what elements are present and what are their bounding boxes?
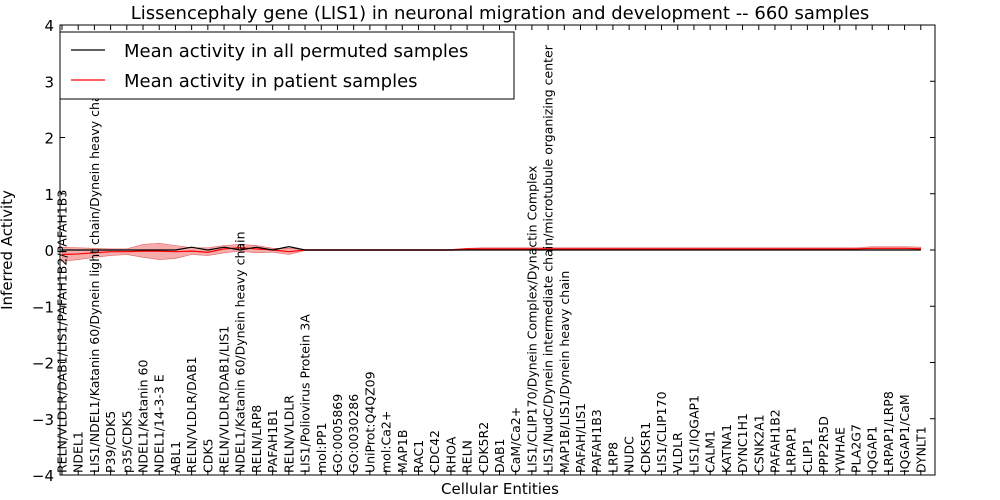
x-tick-label: LRPAP1/LRP8 bbox=[881, 391, 896, 473]
x-tick-label: CALM1 bbox=[703, 430, 718, 473]
x-tick-label: GO:0030286 bbox=[346, 394, 361, 473]
x-tick-label: NDEL1/14-3-3 E bbox=[152, 374, 167, 473]
y-tick-label: −3 bbox=[32, 411, 54, 429]
x-tick-label: GO:0005869 bbox=[330, 394, 345, 473]
x-tick-label: mol:Ca2+ bbox=[379, 411, 394, 473]
x-tick-label: RAC1 bbox=[411, 440, 426, 473]
x-tick-label: IQGAP1/CaM bbox=[897, 394, 912, 473]
x-tick-label: DAB1 bbox=[492, 439, 507, 474]
x-tick-label: DYNLT1 bbox=[913, 426, 928, 473]
x-axis-label: Cellular Entities bbox=[441, 480, 559, 498]
x-tick-label: KATNA1 bbox=[719, 424, 734, 473]
x-tick-label: RELN bbox=[460, 440, 475, 473]
x-tick-label: RELN/VLDLR/DAB1 bbox=[184, 356, 199, 473]
x-tick-label: CDK5R2 bbox=[476, 422, 491, 473]
x-tick-label: LRP8 bbox=[605, 442, 620, 473]
x-tick-label: LRPAP1 bbox=[784, 427, 799, 473]
x-tick-label: LIS1/CLIP170 bbox=[654, 391, 669, 473]
x-tick-label: CaM/Ca2+ bbox=[508, 407, 523, 473]
x-tick-label: UniProt:Q4QZ09 bbox=[362, 371, 377, 473]
x-tick-label: LIS1/Poliovirus Protein 3A bbox=[298, 314, 313, 473]
x-tick-label: NDEL1/Katanin 60/Dynein heavy chain bbox=[233, 231, 248, 473]
x-tick-label: PAFAH1B2 bbox=[767, 409, 782, 473]
x-tick-label: MAP1B/LIS1/Dynein heavy chain bbox=[557, 271, 572, 473]
x-tick-label: VLDLR bbox=[670, 432, 685, 473]
x-tick-label: CDK5R1 bbox=[638, 422, 653, 473]
x-tick-label: CDC42 bbox=[427, 430, 442, 473]
y-tick-label: 2 bbox=[44, 130, 54, 148]
x-tick-label: LIS1/IQGAP1 bbox=[686, 395, 701, 473]
y-tick-label: −4 bbox=[32, 467, 54, 485]
y-tick-label: 1 bbox=[44, 186, 54, 204]
y-axis-label: Inferred Activity bbox=[0, 190, 16, 310]
y-tick-label: −2 bbox=[32, 355, 54, 373]
y-tick-label: 4 bbox=[44, 17, 54, 35]
x-tick-label: RELN/VLDLR/DAB1/LIS1 bbox=[217, 326, 232, 473]
x-tick-label: NDEL1 bbox=[71, 431, 86, 473]
x-tick-label: ABL1 bbox=[168, 441, 183, 473]
chart-title: Lissencephaly gene (LIS1) in neuronal mi… bbox=[131, 3, 870, 24]
x-tick-label: PLA2G7 bbox=[848, 424, 863, 473]
y-tick-label: −1 bbox=[32, 298, 54, 316]
x-tick-label: PAFAH/LIS1 bbox=[573, 403, 588, 473]
x-tick-label: PAFAH1B3 bbox=[589, 409, 604, 473]
legend: Mean activity in all permuted samples Me… bbox=[60, 32, 514, 99]
x-tick-label: CDK5 bbox=[200, 438, 215, 473]
chart: Lissencephaly gene (LIS1) in neuronal mi… bbox=[0, 0, 1000, 500]
x-tick-label: NUDC bbox=[622, 436, 637, 473]
x-tick-label: MAP1B bbox=[395, 430, 410, 473]
x-tick-label: PAFAH1B1 bbox=[265, 409, 280, 473]
x-tick-label: IQGAP1 bbox=[865, 426, 880, 473]
x-tick-label: P39/CDK5 bbox=[103, 411, 118, 473]
x-tick-label: mol:PP1 bbox=[314, 422, 329, 473]
x-tick-label: RELN/VLDLR/DAB1/LIS1/PAFAH1B2/PAFAH1B3 bbox=[55, 190, 70, 473]
x-tick-label: RELN/LRP8 bbox=[249, 405, 264, 473]
x-tick-label: p35/CDK5 bbox=[119, 410, 134, 473]
x-tick-label: CSNK2A1 bbox=[751, 414, 766, 473]
legend-label-patient: Mean activity in patient samples bbox=[124, 71, 418, 92]
y-tick-label: 3 bbox=[44, 73, 54, 91]
legend-label-permuted: Mean activity in all permuted samples bbox=[124, 41, 468, 62]
x-tick-label: CLIP1 bbox=[800, 438, 815, 473]
x-tick-label: YWHAE bbox=[832, 427, 847, 474]
x-tick-label: PPP2R5D bbox=[816, 416, 831, 473]
x-tick-label: LIS1/NDEL1/Katanin 60/Dynein light chain… bbox=[87, 83, 102, 473]
x-tick-label: LIS1/NudC/Dynein intermediate chain/micr… bbox=[541, 44, 556, 473]
x-tick-label: LIS1/CLIP170/Dynein Complex/Dynactin Com… bbox=[524, 166, 539, 473]
x-tick-label: NDEL1/Katanin 60 bbox=[136, 360, 151, 473]
x-tick-label: RHOA bbox=[443, 436, 458, 473]
y-tick-label: 0 bbox=[44, 242, 54, 260]
x-tick-label: DYNC1H1 bbox=[735, 413, 750, 473]
x-tick-label: RELN/VLDLR bbox=[281, 395, 296, 473]
